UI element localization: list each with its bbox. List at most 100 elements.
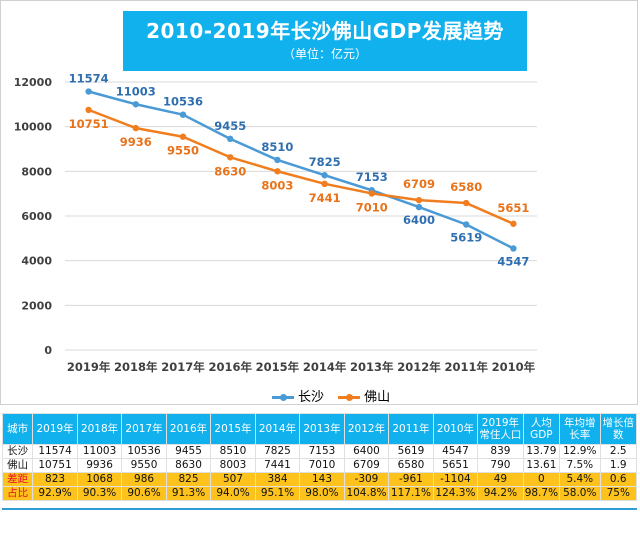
legend-swatch-foshan	[338, 394, 361, 401]
table-header-cell: 2014年	[254, 413, 301, 445]
data-label-changsha: 8510	[261, 140, 293, 154]
table-cell: 9455	[165, 444, 212, 459]
y-tick-label: 12000	[14, 76, 53, 89]
table-row-label: 占比	[1, 486, 34, 501]
table-cell: 825	[165, 472, 212, 487]
table-cell: 90.3%	[76, 486, 123, 501]
x-tick-label: 2019年	[67, 360, 111, 374]
table-cell: 7153	[299, 444, 345, 459]
x-tick-label: 2012年	[397, 360, 441, 374]
x-tick-label: 2018年	[114, 360, 158, 374]
table-cell: 92.9%	[32, 486, 78, 501]
data-point-changsha	[132, 101, 139, 108]
table-cell: 75%	[599, 486, 637, 501]
table-cell: 1068	[76, 472, 123, 487]
data-point-foshan	[368, 190, 375, 197]
data-label-foshan: 8003	[261, 178, 293, 192]
table-cell: 7825	[254, 444, 301, 459]
legend-label-changsha: 长沙	[298, 390, 325, 405]
series-line-changsha	[88, 90, 514, 250]
table-cell: 49	[477, 472, 524, 487]
table-header-cell: 2017年	[121, 413, 167, 445]
table-cell: 5.4%	[559, 472, 601, 487]
table-cell: 986	[121, 472, 167, 487]
data-table: 城市 2019年 2018年 2017年 2016年 2015年 2014年 2013年 201…	[1, 413, 637, 501]
table-cell: 6400	[343, 444, 390, 459]
table-cell: -1104	[432, 472, 479, 487]
table-cell: 839	[477, 444, 524, 459]
table-header-cell: 增长倍数	[599, 413, 637, 445]
data-label-changsha: 6400	[403, 213, 435, 227]
data-point-foshan	[132, 124, 139, 132]
table-cell: 90.6%	[121, 486, 167, 501]
data-label-foshan: 5651	[497, 201, 529, 215]
legend-swatch-changsha	[272, 394, 294, 401]
y-tick-label: 0	[44, 344, 52, 357]
legend-item-foshan: 佛山	[338, 386, 390, 405]
data-point-foshan	[85, 106, 92, 114]
table-cell: 94.0%	[210, 486, 256, 501]
data-point-foshan	[227, 154, 234, 161]
table-cell: 10751	[32, 458, 78, 473]
table-row-label: 差距	[1, 472, 34, 487]
table-row-label: 长沙	[1, 444, 34, 459]
table-cell: 507	[210, 472, 256, 487]
table-row: 差距 823 1068 986 825 507 384 143 -309 -961 -1104 49 0…	[1, 472, 637, 487]
table-header-cell: 2018年	[76, 413, 123, 445]
table-cell: 6709	[343, 458, 390, 473]
data-point-changsha	[85, 88, 92, 95]
table-cell: 7441	[254, 458, 301, 473]
data-label-changsha: 4547	[497, 254, 529, 268]
data-label-foshan: 6580	[450, 180, 482, 194]
table-cell: 8630	[165, 458, 212, 473]
table-header-cell: 2019年	[32, 413, 78, 445]
table-cell: 143	[299, 472, 345, 487]
data-point-changsha	[463, 221, 470, 228]
table-cell: 7010	[299, 458, 345, 473]
table-cell: 13.61	[522, 458, 561, 473]
data-label-changsha: 11003	[116, 84, 156, 98]
data-label-changsha: 7153	[356, 170, 388, 184]
table-cell: 6580	[388, 458, 434, 473]
data-label-foshan: 9936	[120, 135, 152, 149]
table-cell: 7.5%	[559, 458, 601, 473]
x-tick-label: 2011年	[444, 360, 488, 374]
table-header-cell: 城市	[1, 413, 34, 445]
table-header-cell: 2012年	[343, 413, 390, 445]
table-cell: 11574	[32, 444, 78, 459]
data-label-changsha: 11574	[69, 72, 109, 86]
table-cell: 5619	[388, 444, 434, 459]
table-cell: -309	[343, 472, 390, 487]
table-cell: 11003	[76, 444, 123, 459]
data-label-foshan: 7010	[356, 200, 388, 214]
y-tick-label: 6000	[21, 210, 52, 223]
table-row: 佛山 10751 9936 9550 8630 8003 7441 7010 6709 6580 5…	[1, 458, 637, 473]
x-tick-label: 2017年	[161, 360, 205, 374]
data-label-changsha: 9455	[214, 119, 246, 133]
y-tick-label: 4000	[21, 255, 52, 268]
table-cell: 98.0%	[299, 486, 345, 501]
data-point-foshan	[274, 168, 281, 175]
data-label-foshan: 8630	[214, 164, 246, 178]
x-tick-label: 2013年	[350, 360, 394, 374]
chart-frame: 2010-2019年长沙佛山GDP发展趋势 （单位：亿元）	[0, 0, 638, 405]
table-cell: 823	[32, 472, 78, 487]
table-row-label: 佛山	[1, 458, 34, 473]
data-point-foshan	[179, 133, 187, 140]
data-point-changsha	[227, 135, 234, 143]
table-header-cell: 年均增长率	[559, 413, 601, 445]
data-point-foshan	[463, 199, 470, 207]
table-cell: 104.8%	[343, 486, 390, 501]
table-cell: 8510	[210, 444, 256, 459]
table-header-cell: 2010年	[432, 413, 479, 445]
x-tick-label: 2014年	[303, 360, 347, 374]
x-tick-label: 2015年	[256, 360, 300, 374]
table-cell: 117.1%	[388, 486, 434, 501]
table-cell: 10536	[121, 444, 167, 459]
data-label-foshan: 6709	[403, 177, 435, 191]
table-cell: 95.1%	[254, 486, 301, 501]
data-point-foshan	[321, 180, 328, 188]
table-header-cell: 2016年	[165, 413, 212, 445]
legend-item-changsha: 长沙	[272, 386, 324, 405]
table-cell: 124.3%	[432, 486, 479, 501]
